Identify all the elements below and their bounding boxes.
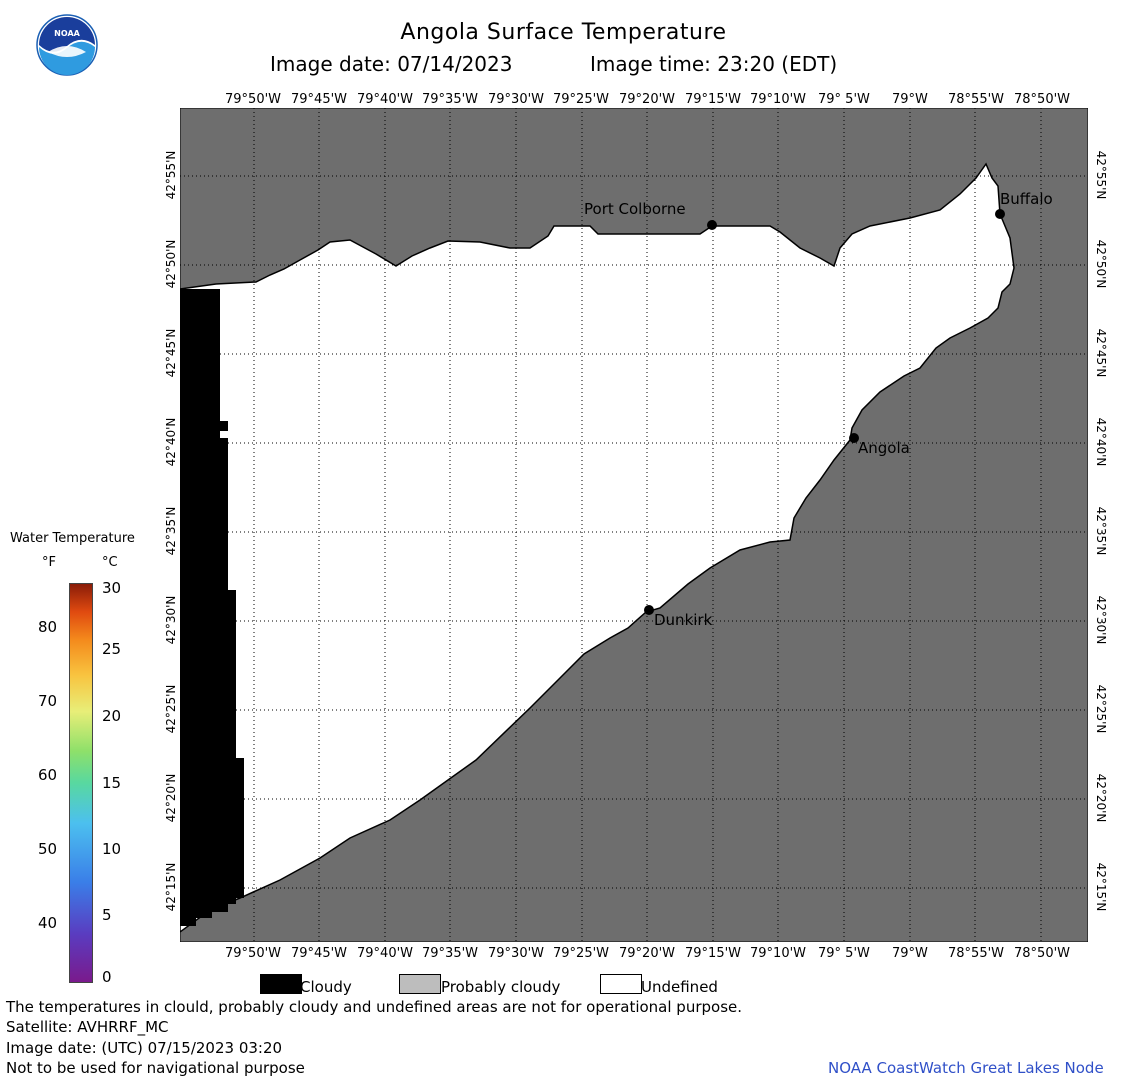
angola-label: Angola (858, 439, 910, 457)
lon-label: 79°45'W (291, 946, 348, 961)
image-time: Image time: 23:20 (EDT) (590, 52, 838, 76)
lat-label: 42°25'N (164, 684, 178, 734)
lon-label: 79°40'W (357, 946, 414, 961)
lat-label: 42°55'N (164, 150, 178, 200)
c-tick: 0 (102, 968, 112, 986)
graticule (180, 108, 1088, 942)
f-tick: 50 (38, 840, 58, 858)
image-date: Image date: 07/14/2023 (270, 52, 513, 76)
legend-cloudy-label: Cloudy (300, 978, 352, 996)
footer-credit: NOAA CoastWatch Great Lakes Node (828, 1059, 1104, 1077)
lake-area (180, 162, 1015, 933)
legend-probably-cloudy-swatch (399, 974, 441, 994)
lat-label: 42°25'N (1094, 684, 1108, 734)
angola-marker (849, 433, 859, 443)
lon-label: 79°50'W (225, 946, 282, 961)
c-tick: 10 (102, 840, 122, 858)
lon-label: 79°35'W (422, 946, 479, 961)
scale-unit-f: °F (42, 555, 56, 570)
f-tick: 60 (38, 766, 58, 784)
lon-label: 79°35'W (422, 92, 479, 107)
lon-label: 79°45'W (291, 92, 348, 107)
lon-label: 78°50'W (1014, 92, 1071, 107)
cloud-area (180, 289, 244, 926)
footer-disclaimer: The temperatures in clould, probably clo… (6, 998, 743, 1016)
legend-undefined-label: Undefined (641, 978, 718, 996)
lat-label: 42°55'N (1094, 150, 1108, 200)
legend-probably-cloudy-label: Probably cloudy (441, 978, 561, 996)
c-tick: 25 (102, 640, 122, 658)
lon-label: 79°25'W (553, 92, 610, 107)
lon-label: 78°55'W (948, 946, 1005, 961)
scale-title: Water Temperature (10, 531, 135, 546)
lat-label: 42°35'N (164, 506, 178, 556)
port-colborne-marker (707, 220, 717, 230)
lon-label: 79°15'W (685, 946, 742, 961)
lon-label: 79°50'W (225, 92, 282, 107)
lon-label: 79° 5'W (818, 92, 870, 107)
lat-label: 42°15'N (164, 862, 178, 912)
lat-label: 42°45'N (1094, 328, 1108, 378)
lat-label: 42°50'N (1094, 239, 1108, 289)
lon-label: 79°W (892, 92, 928, 107)
lon-label: 79°20'W (619, 946, 676, 961)
lat-label: 42°40'N (164, 417, 178, 467)
footer-satellite: Satellite: AVHRRF_MC (6, 1018, 169, 1036)
color-scale-bar (69, 583, 93, 983)
c-tick: 5 (102, 906, 112, 924)
noaa-logo: NOAA (36, 14, 98, 76)
dunkirk-label: Dunkirk (654, 611, 713, 629)
lon-label: 79°25'W (553, 946, 610, 961)
legend-cloudy-swatch (260, 974, 302, 994)
dunkirk-marker (644, 605, 654, 615)
lon-label: 79° 5'W (818, 946, 870, 961)
f-tick: 70 (38, 692, 58, 710)
port-colborne-label: Port Colborne (584, 200, 686, 218)
lon-label: 79°40'W (357, 92, 414, 107)
f-tick: 80 (38, 618, 58, 636)
lat-label: 42°15'N (1094, 862, 1108, 912)
lat-label: 42°20'N (1094, 773, 1108, 823)
legend-undefined-swatch (600, 974, 642, 994)
c-tick: 20 (102, 707, 122, 725)
lat-label: 42°40'N (1094, 417, 1108, 467)
map-panel (180, 108, 1088, 942)
buffalo-marker (995, 209, 1005, 219)
lon-label: 79°30'W (488, 946, 545, 961)
lat-label: 42°35'N (1094, 506, 1108, 556)
c-tick: 30 (102, 579, 122, 597)
lat-label: 42°30'N (164, 595, 178, 645)
lon-label: 79°10'W (750, 92, 807, 107)
lon-label: 78°55'W (948, 92, 1005, 107)
buffalo-label: Buffalo (1000, 190, 1053, 208)
lat-label: 42°30'N (1094, 595, 1108, 645)
lon-label: 79°30'W (488, 92, 545, 107)
lat-label: 42°50'N (164, 239, 178, 289)
f-tick: 40 (38, 914, 58, 932)
map-title: Angola Surface Temperature (400, 20, 727, 45)
footer-utc-date: Image date: (UTC) 07/15/2023 03:20 (6, 1039, 283, 1057)
lat-label: 42°45'N (164, 328, 178, 378)
lon-label: 79°15'W (685, 92, 742, 107)
svg-text:NOAA: NOAA (54, 29, 80, 38)
lat-label: 42°20'N (164, 773, 178, 823)
lon-label: 79°W (892, 946, 928, 961)
lon-label: 78°50'W (1014, 946, 1071, 961)
lon-label: 79°10'W (750, 946, 807, 961)
scale-unit-c: °C (102, 555, 118, 570)
footer-nav-warning: Not to be used for navigational purpose (6, 1059, 305, 1077)
c-tick: 15 (102, 774, 122, 792)
lon-label: 79°20'W (619, 92, 676, 107)
